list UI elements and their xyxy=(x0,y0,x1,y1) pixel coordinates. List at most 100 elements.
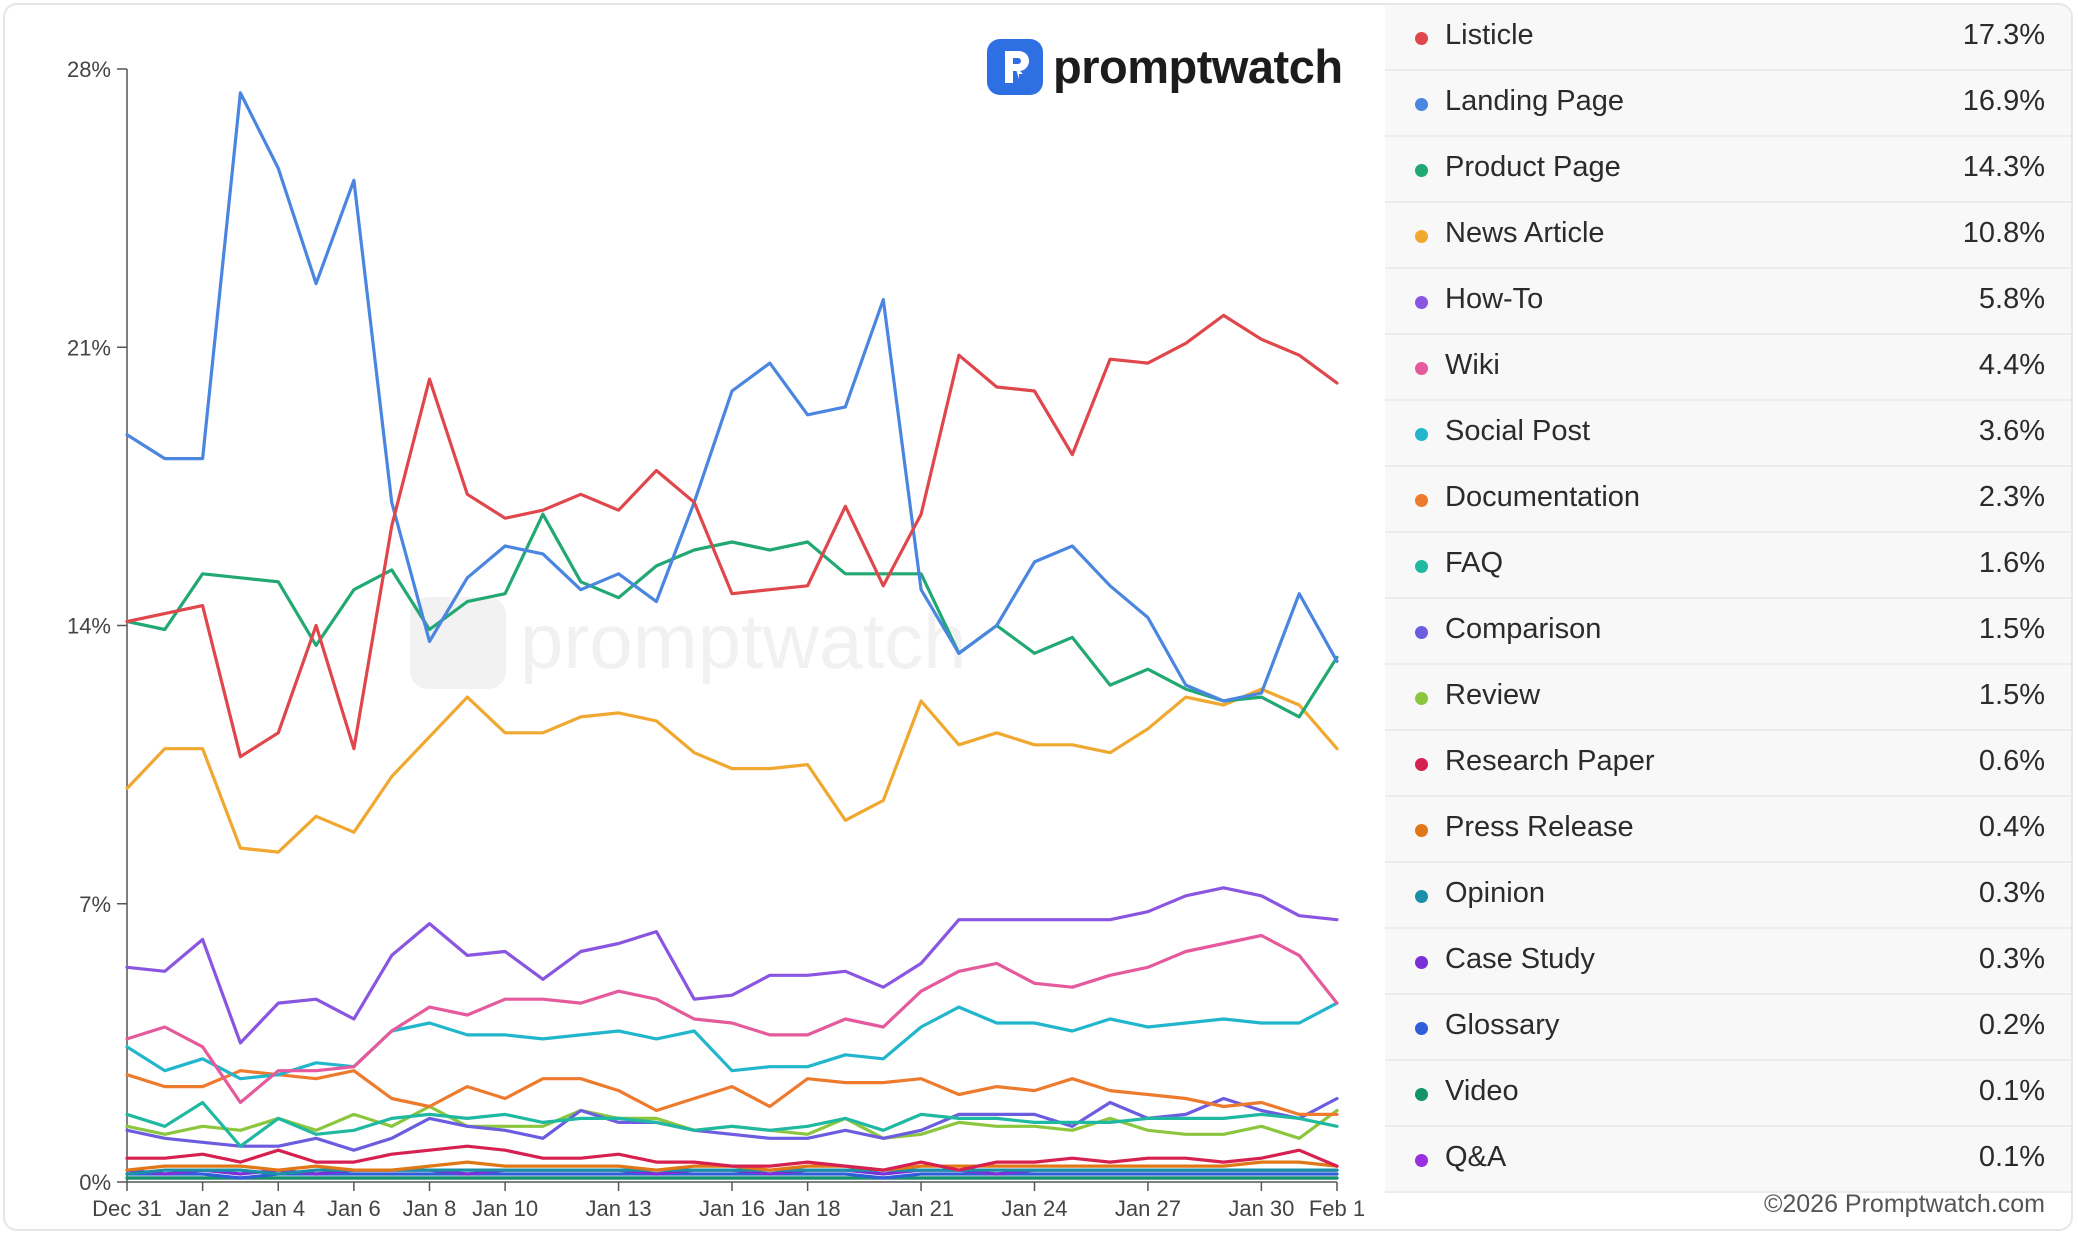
legend: Listicle 17.3% Landing Page 16.9% Product Pa… xyxy=(1385,5,2071,1201)
legend-value: 0.3% xyxy=(1978,943,2045,975)
legend-value: 10.8% xyxy=(1962,217,2045,249)
watermark: promptwatch xyxy=(410,597,967,689)
series-line-documentation xyxy=(125,1069,1339,1117)
series-line-social-post xyxy=(125,1001,1339,1081)
x-tick-label: Jan 16 xyxy=(699,1196,765,1221)
legend-item-wiki[interactable]: Wiki 4.4% xyxy=(1385,335,2071,401)
legend-value: 16.9% xyxy=(1962,85,2045,117)
legend-label: Opinion xyxy=(1445,877,1545,909)
legend-value: 17.3% xyxy=(1962,19,2045,51)
y-tick-label: 0% xyxy=(79,1170,111,1195)
x-tick-label: Jan 10 xyxy=(472,1196,538,1221)
series-line-product-page xyxy=(125,512,1339,719)
legend-label: FAQ xyxy=(1445,547,1504,579)
x-tick-label: Jan 2 xyxy=(176,1196,230,1221)
legend-label: Documentation xyxy=(1445,481,1641,513)
legend-dot-icon xyxy=(1415,1088,1428,1101)
series-line-listicle xyxy=(125,313,1339,759)
watermark-text: promptwatch xyxy=(520,597,967,685)
legend-value: 0.6% xyxy=(1978,745,2045,777)
legend-dot-icon xyxy=(1415,494,1428,507)
series-line-opinion xyxy=(125,1168,1339,1176)
legend-dot-icon xyxy=(1415,32,1428,45)
x-tick-label: Jan 4 xyxy=(251,1196,305,1221)
y-tick-label: 14% xyxy=(67,614,111,639)
series-line-research-paper xyxy=(125,1144,1339,1172)
legend-value: 14.3% xyxy=(1962,151,2045,183)
legend-dot-icon xyxy=(1415,1022,1428,1035)
legend-item-review[interactable]: Review 1.5% xyxy=(1385,665,2071,731)
x-tick-label: Jan 18 xyxy=(775,1196,841,1221)
legend-dot-icon xyxy=(1415,1154,1428,1167)
legend-item-glossary[interactable]: Glossary 0.2% xyxy=(1385,995,2071,1061)
promptwatch-logo-icon xyxy=(987,39,1043,95)
legend-dot-icon xyxy=(1415,758,1428,771)
copyright: ©2026 Promptwatch.com xyxy=(1763,1190,2045,1218)
series-line-faq xyxy=(125,1100,1339,1148)
legend-label: News Article xyxy=(1445,217,1605,249)
legend-item-social-post[interactable]: Social Post 3.6% xyxy=(1385,401,2071,467)
legend-item-case-study[interactable]: Case Study 0.3% xyxy=(1385,929,2071,995)
x-tick-label: Jan 27 xyxy=(1115,1196,1181,1221)
legend-label: Glossary xyxy=(1445,1009,1560,1041)
legend-dot-icon xyxy=(1415,956,1428,969)
y-tick-label: 28% xyxy=(67,57,111,82)
x-tick-label: Jan 30 xyxy=(1228,1196,1294,1221)
series-line-landing-page xyxy=(125,91,1339,703)
legend-item-opinion[interactable]: Opinion 0.3% xyxy=(1385,863,2071,929)
legend-value: 4.4% xyxy=(1978,349,2045,381)
legend-label: Product Page xyxy=(1445,151,1621,183)
legend-value: 2.3% xyxy=(1978,481,2045,513)
x-tick-label: Jan 24 xyxy=(1001,1196,1067,1221)
legend-item-q-a[interactable]: Q&A 0.1% xyxy=(1385,1127,2071,1193)
legend-label: Landing Page xyxy=(1445,85,1624,117)
series-line-news-article xyxy=(125,687,1339,854)
legend-dot-icon xyxy=(1415,98,1428,111)
legend-dot-icon xyxy=(1415,626,1428,639)
legend-label: Wiki xyxy=(1445,349,1500,381)
x-tick-label: Dec 31 xyxy=(92,1196,162,1221)
legend-label: Comparison xyxy=(1445,613,1602,645)
legend-dot-icon xyxy=(1415,296,1428,309)
legend-item-video[interactable]: Video 0.1% xyxy=(1385,1061,2071,1127)
legend-item-press-release[interactable]: Press Release 0.4% xyxy=(1385,797,2071,863)
legend-item-listicle[interactable]: Listicle 17.3% xyxy=(1385,5,2071,71)
legend-value: 0.4% xyxy=(1978,811,2045,843)
legend-item-how-to[interactable]: How-To 5.8% xyxy=(1385,269,2071,335)
legend-item-comparison[interactable]: Comparison 1.5% xyxy=(1385,599,2071,665)
legend-label: Press Release xyxy=(1445,811,1634,843)
legend-item-research-paper[interactable]: Research Paper 0.6% xyxy=(1385,731,2071,797)
legend-item-documentation[interactable]: Documentation 2.3% xyxy=(1385,467,2071,533)
chart-card: promptwatch 0% 7% 14% 21% 28% Dec 31 Jan 2 Jan … xyxy=(3,3,2073,1231)
legend-dot-icon xyxy=(1415,362,1428,375)
x-tick-label: Jan 21 xyxy=(888,1196,954,1221)
legend-label: Q&A xyxy=(1445,1141,1507,1173)
line-chart: promptwatch 0% 7% 14% 21% 28% Dec 31 Jan 2 Jan … xyxy=(67,57,1365,1221)
legend-value: 0.1% xyxy=(1978,1141,2045,1173)
legend-value: 0.3% xyxy=(1978,877,2045,909)
legend-value: 1.6% xyxy=(1978,547,2045,579)
legend-dot-icon xyxy=(1415,164,1428,177)
x-tick-label: Jan 6 xyxy=(327,1196,381,1221)
legend-label: Review xyxy=(1445,679,1541,711)
legend-dot-icon xyxy=(1415,890,1428,903)
series-line-wiki xyxy=(125,933,1339,1105)
legend-value: 0.2% xyxy=(1978,1009,2045,1041)
legend-label: Video xyxy=(1445,1075,1519,1107)
x-tick-label: Jan 8 xyxy=(403,1196,457,1221)
legend-label: Case Study xyxy=(1445,943,1595,975)
legend-item-faq[interactable]: FAQ 1.6% xyxy=(1385,533,2071,599)
legend-item-landing-page[interactable]: Landing Page 16.9% xyxy=(1385,71,2071,137)
series-line-comparison xyxy=(125,1096,1339,1152)
legend-label: Listicle xyxy=(1445,19,1534,51)
legend-item-product-page[interactable]: Product Page 14.3% xyxy=(1385,137,2071,203)
legend-value: 1.5% xyxy=(1978,613,2045,645)
legend-dot-icon xyxy=(1415,692,1428,705)
legend-label: Research Paper xyxy=(1445,745,1655,777)
legend-dot-icon xyxy=(1415,824,1428,837)
y-tick-label: 21% xyxy=(67,335,111,360)
x-tick-label: Jan 13 xyxy=(586,1196,652,1221)
legend-value: 3.6% xyxy=(1978,415,2045,447)
legend-item-news-article[interactable]: News Article 10.8% xyxy=(1385,203,2071,269)
legend-label: Social Post xyxy=(1445,415,1591,447)
